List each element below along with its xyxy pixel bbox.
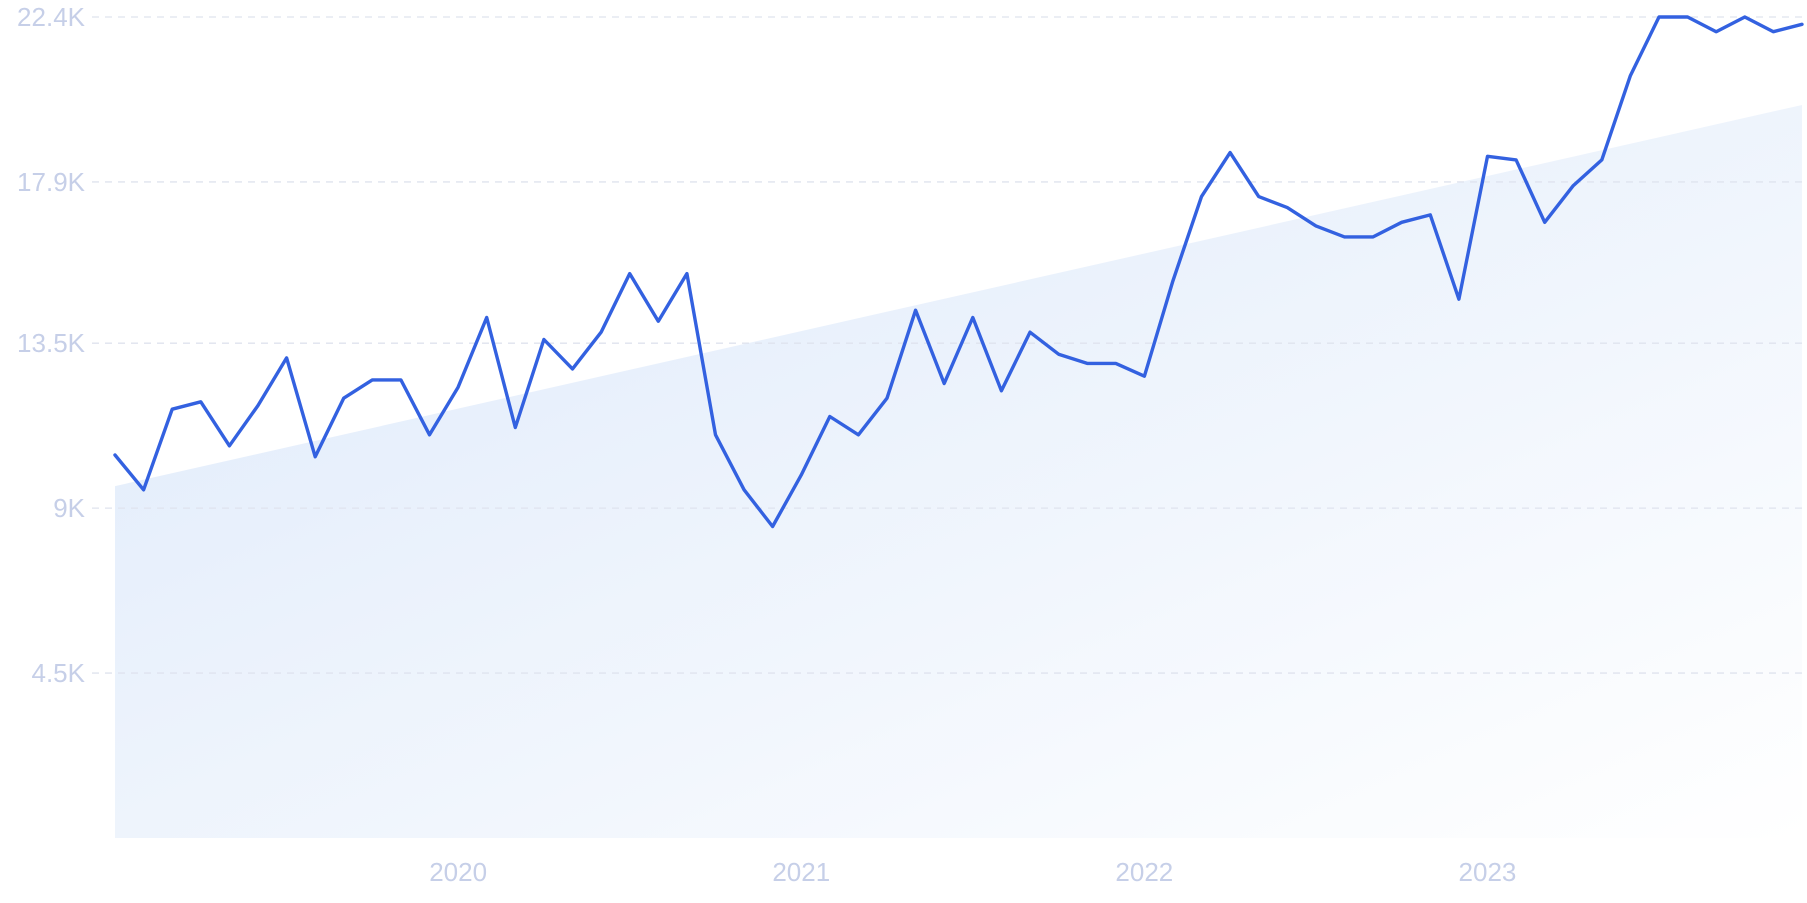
data-point[interactable] xyxy=(1198,193,1206,201)
data-point[interactable] xyxy=(1484,152,1492,160)
data-point[interactable] xyxy=(1798,20,1806,28)
x-tick-label: 2020 xyxy=(429,857,487,887)
data-point[interactable] xyxy=(1398,218,1406,226)
data-point[interactable] xyxy=(940,380,948,388)
trend-area-layer xyxy=(115,104,1802,838)
data-point[interactable] xyxy=(1283,204,1291,212)
data-point[interactable] xyxy=(1455,295,1463,303)
data-point[interactable] xyxy=(969,314,977,322)
data-point[interactable] xyxy=(483,314,491,322)
data-point[interactable] xyxy=(626,270,634,278)
data-point[interactable] xyxy=(712,431,720,439)
data-point[interactable] xyxy=(1569,182,1577,190)
data-point[interactable] xyxy=(168,405,176,413)
series-layer xyxy=(111,13,1806,531)
data-point[interactable] xyxy=(1312,222,1320,230)
x-tick-label: 2021 xyxy=(772,857,830,887)
data-point[interactable] xyxy=(511,424,519,432)
data-point[interactable] xyxy=(254,402,262,410)
trend-area xyxy=(115,104,1802,838)
y-axis: 4.5K 9K 13.5K 17.9K 22.4K xyxy=(17,2,86,688)
data-point[interactable] xyxy=(1655,13,1663,21)
data-point[interactable] xyxy=(225,442,233,450)
y-tick-label: 22.4K xyxy=(17,2,86,32)
data-point[interactable] xyxy=(1169,277,1177,285)
y-tick-label: 4.5K xyxy=(32,658,86,688)
data-point[interactable] xyxy=(997,387,1005,395)
data-point[interactable] xyxy=(140,486,148,494)
data-point[interactable] xyxy=(1341,233,1349,241)
data-point[interactable] xyxy=(1140,372,1148,380)
y-tick-label: 17.9K xyxy=(17,167,86,197)
data-point[interactable] xyxy=(826,413,834,421)
data-point[interactable] xyxy=(1083,359,1091,367)
data-point[interactable] xyxy=(197,398,205,406)
data-point[interactable] xyxy=(454,383,462,391)
x-axis: 2020 2021 2022 2023 xyxy=(429,857,1516,887)
data-point[interactable] xyxy=(1255,193,1263,201)
data-point[interactable] xyxy=(1426,211,1434,219)
y-tick-label: 9K xyxy=(53,493,85,523)
x-tick-label: 2023 xyxy=(1459,857,1517,887)
data-point[interactable] xyxy=(569,365,577,373)
data-point[interactable] xyxy=(426,431,434,439)
data-point[interactable] xyxy=(1026,328,1034,336)
data-point[interactable] xyxy=(683,270,691,278)
data-point[interactable] xyxy=(854,431,862,439)
data-point[interactable] xyxy=(311,453,319,461)
data-point[interactable] xyxy=(1512,156,1520,164)
data-point[interactable] xyxy=(597,328,605,336)
series-line xyxy=(113,15,1804,529)
data-point[interactable] xyxy=(883,394,891,402)
data-point[interactable] xyxy=(1112,359,1120,367)
y-tick-label: 13.5K xyxy=(17,328,86,358)
data-point[interactable] xyxy=(654,317,662,325)
data-point[interactable] xyxy=(1626,72,1634,80)
x-tick-label: 2022 xyxy=(1115,857,1173,887)
data-point[interactable] xyxy=(797,471,805,479)
data-point[interactable] xyxy=(1684,13,1692,21)
data-point[interactable] xyxy=(1769,28,1777,36)
data-point[interactable] xyxy=(1598,156,1606,164)
data-point[interactable] xyxy=(1055,350,1063,358)
data-point[interactable] xyxy=(368,376,376,384)
data-point[interactable] xyxy=(283,354,291,362)
data-point[interactable] xyxy=(397,376,405,384)
data-point[interactable] xyxy=(540,336,548,344)
data-point[interactable] xyxy=(1369,233,1377,241)
data-point[interactable] xyxy=(340,394,348,402)
data-point[interactable] xyxy=(1741,13,1749,21)
data-point[interactable] xyxy=(111,451,119,459)
data-point[interactable] xyxy=(740,486,748,494)
data-point[interactable] xyxy=(912,306,920,314)
data-point[interactable] xyxy=(1712,28,1720,36)
data-point[interactable] xyxy=(769,523,777,531)
data-point[interactable] xyxy=(1226,149,1234,157)
data-point[interactable] xyxy=(1541,218,1549,226)
